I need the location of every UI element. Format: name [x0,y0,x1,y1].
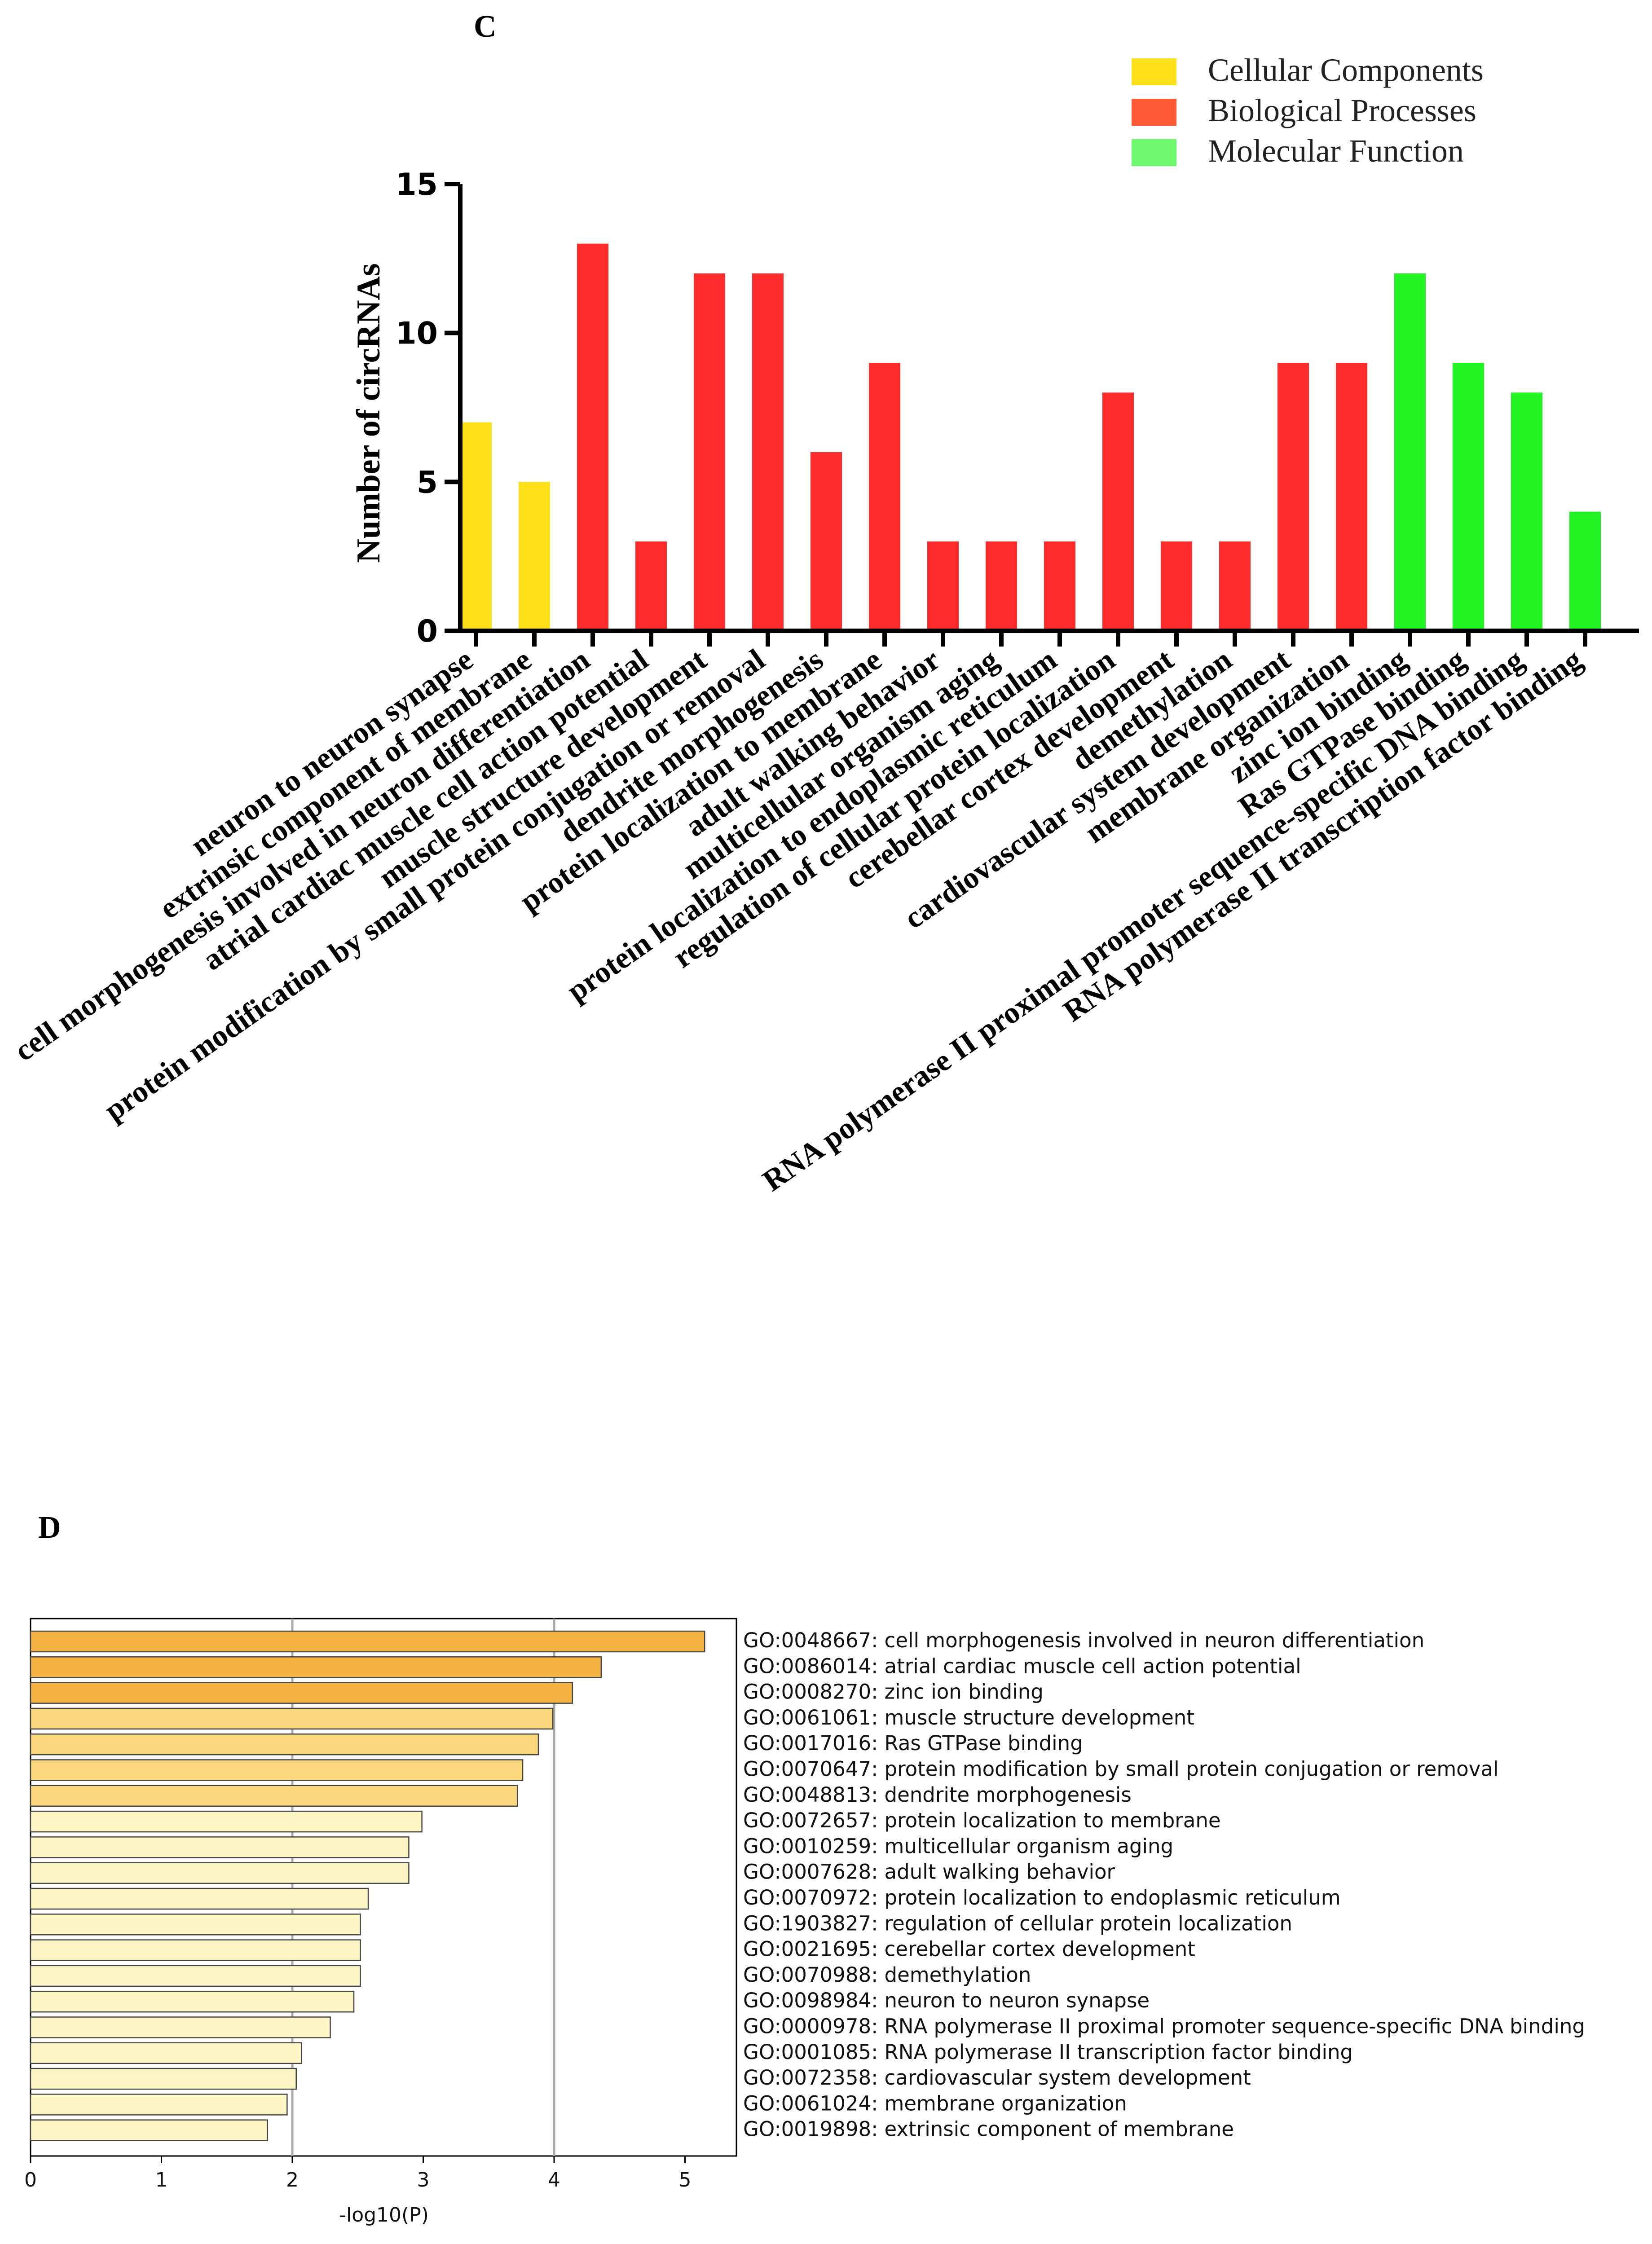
y-tick-label: 15 [395,167,438,202]
bar [460,422,492,631]
bar-term-label: GO:0070972: protein localization to endo… [743,1886,1341,1910]
bar [694,273,725,631]
bar [30,1682,573,1704]
bar-term-label: GO:0001085: RNA polymerase II transcript… [743,2040,1353,2064]
x-tick-label: 5 [679,2169,692,2191]
panel-d-label: D [38,1510,61,1545]
bar [1569,511,1601,631]
bar [1278,363,1309,631]
bar [30,1759,524,1781]
bar [30,1630,705,1653]
x-tick-label: 1 [155,2169,168,2191]
bar [30,1733,539,1756]
legend-label: Cellular Components [1208,52,1484,88]
x-tick-label: 4 [548,2169,560,2191]
bar-term-label: GO:0070647: protein modification by smal… [743,1757,1498,1781]
x-tick-label: 3 [417,2169,430,2191]
bar-term-label: GO:0007628: adult walking behavior [743,1860,1115,1884]
bar [30,2042,302,2064]
bar [1453,363,1484,631]
bar [30,1707,554,1730]
bar [30,1862,410,1884]
bar [30,1939,361,1961]
chart-c: Cellular Components Biological Processes M… [8,52,1639,1198]
bar [1394,273,1426,631]
bar-term-label: GO:1903827: regulation of cellular prote… [743,1911,1292,1935]
bar [30,1914,361,1936]
bar [30,2016,331,2038]
bar-term-label: GO:0048667: cell morphogenesis involved … [743,1628,1424,1652]
bar-term-label: GO:0000978: RNA polymerase II proximal p… [743,2015,1585,2038]
bar [1219,541,1251,631]
bar [30,1810,423,1833]
x-tick-label: 2 [286,2169,299,2191]
panel-c-label: C [474,9,497,44]
bar [30,2068,297,2090]
bar-term-label: GO:0070988: demethylation [743,1963,1031,1987]
legend-swatch [1132,139,1176,166]
bar-term-label: GO:0086014: atrial cardiac muscle cell a… [743,1654,1301,1678]
bar [1161,541,1192,631]
y-tick-label: 0 [417,614,438,649]
bar-term-label: GO:0061024: membrane organization [743,2091,1127,2115]
bar [1044,541,1075,631]
bar-term-label: GO:0017016: Ras GTPase binding [743,1731,1083,1755]
bar [1102,392,1134,631]
bar [1511,392,1542,631]
bar [986,541,1017,631]
bar [577,243,608,631]
bar-term-label: GO:0019898: extrinsic component of membr… [743,2117,1234,2141]
chart-d: GO:0048667: cell morphogenesis involved … [24,1618,1585,2226]
bar [30,1836,410,1858]
bar [30,1990,355,2013]
bar-term-label: GO:0048813: dendrite morphogenesis [743,1783,1132,1807]
bar [927,541,959,631]
y-axis-label: Number of circRNAs [350,263,387,563]
bar [30,2094,288,2116]
bar [30,1888,369,1910]
legend-label: Biological Processes [1208,92,1476,128]
bar [30,1656,602,1678]
bar-term-label: GO:0010259: multicellular organism aging [743,1834,1173,1858]
bar [1336,363,1367,631]
x-category-label: cell morphogenesis involved in neuron di… [8,642,596,1068]
bar [30,1785,518,1807]
x-tick-label: 0 [24,2169,37,2191]
bar [811,452,842,631]
bar-term-label: GO:0072358: cardiovascular system develo… [743,2066,1251,2090]
bar [869,363,900,631]
bar [519,482,550,631]
bar [30,2119,268,2141]
bar-term-label: GO:0021695: cerebellar cortex developmen… [743,1937,1195,1961]
bar [635,541,667,631]
bar-term-label: GO:0098984: neuron to neuron synapse [743,1989,1150,2012]
legend-swatch [1132,99,1176,126]
bar [30,1965,361,1987]
y-tick-label: 10 [395,316,438,352]
legend-swatch [1132,58,1176,85]
bar-term-label: GO:0008270: zinc ion binding [743,1680,1044,1704]
bar [752,273,784,631]
legend-label: Molecular Function [1208,133,1464,169]
bar-term-label: GO:0072657: protein localization to memb… [743,1808,1221,1832]
y-tick-label: 5 [417,465,438,500]
bar-term-label: GO:0061061: muscle structure development [743,1706,1194,1729]
x-axis-label: -log10(P) [339,2204,429,2226]
